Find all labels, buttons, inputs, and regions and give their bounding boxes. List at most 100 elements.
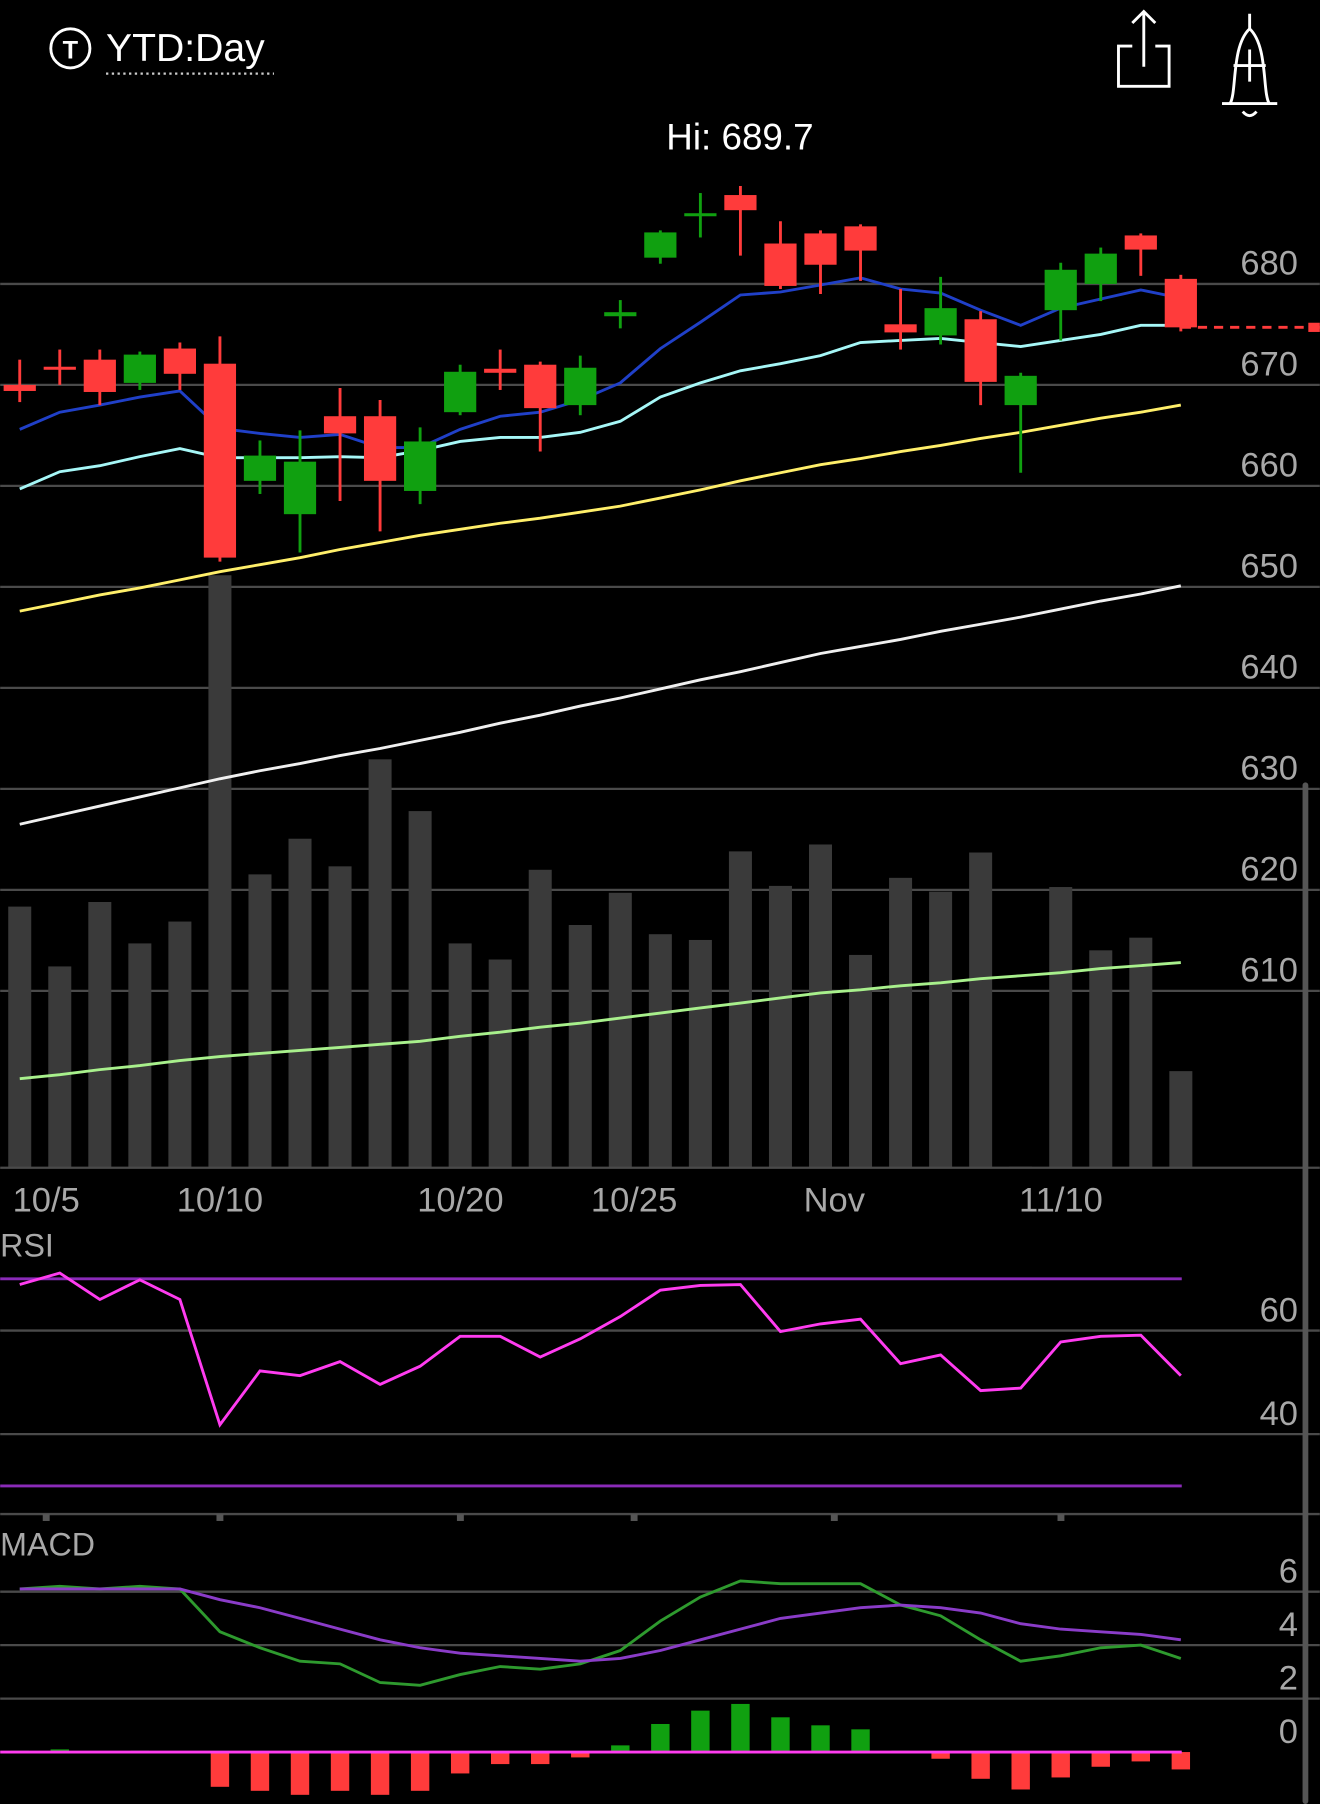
candle-body [323, 416, 357, 434]
y-tick-label: 2 [1279, 1659, 1298, 1697]
y-tick-label: 620 [1240, 851, 1298, 889]
histogram-bar [1091, 1752, 1110, 1767]
high-label: Hi: 689.7 [666, 117, 813, 158]
candle-body [363, 416, 397, 481]
x-tick [42, 1514, 50, 1521]
macd-line [19, 1587, 1182, 1663]
volume-bar [608, 892, 632, 1168]
x-tick [830, 1514, 838, 1521]
candle-body [3, 384, 36, 391]
volume-bar [568, 925, 592, 1168]
candle-body [764, 243, 797, 286]
y-tick-label: 4 [1279, 1606, 1298, 1644]
moving-average [19, 403, 1182, 613]
volume-bar [1089, 950, 1113, 1168]
y-tick-label: 660 [1240, 447, 1298, 485]
histogram-bar [731, 1703, 750, 1753]
x-tick-label: 10/25 [591, 1181, 677, 1219]
histogram-bar [490, 1752, 510, 1765]
volume-bar [528, 869, 552, 1168]
histogram-bar [450, 1752, 470, 1774]
share-button[interactable] [1117, 9, 1171, 88]
candle-body [1004, 375, 1037, 406]
rsi-line [19, 1271, 1182, 1428]
x-tick [1057, 1514, 1065, 1521]
scrollbar[interactable] [1302, 782, 1309, 1804]
candle-body [524, 364, 557, 409]
last-price-tag [1308, 322, 1320, 332]
volume-bar [488, 959, 512, 1168]
volume-bar [408, 811, 432, 1168]
volume-bar [1049, 887, 1073, 1168]
timeframe-selector[interactable]: T YTD:Day [49, 27, 275, 75]
bell-plus [1233, 13, 1266, 118]
volume-bar [929, 891, 953, 1168]
candle-body [1164, 278, 1197, 328]
volume-bar [1129, 937, 1153, 1168]
histogram-bar [691, 1710, 710, 1753]
histogram-bar [1131, 1752, 1151, 1762]
y-tick-label: 60 [1260, 1291, 1298, 1329]
candle-body [83, 359, 116, 392]
volume-bar [48, 966, 72, 1168]
candle-body [1124, 235, 1157, 250]
candle-body [924, 308, 957, 336]
y-tick-label: 40 [1260, 1395, 1298, 1433]
x-tick [216, 1514, 224, 1521]
histogram-bar [971, 1752, 990, 1779]
volume-bar [728, 851, 752, 1168]
badge-circle [49, 27, 92, 70]
x-tick-label: 11/10 [1019, 1181, 1103, 1219]
volume-bar [328, 866, 352, 1168]
volume-bar [768, 885, 792, 1168]
volume-bar [808, 844, 833, 1168]
y-tick-label: 680 [1240, 245, 1298, 283]
candle-body [484, 368, 517, 373]
x-tick-label: 10/5 [13, 1181, 80, 1219]
volume-bar [128, 943, 152, 1168]
histogram-bar [330, 1752, 350, 1791]
volume-bar [688, 939, 712, 1168]
volume-bar [648, 934, 672, 1168]
candle-body [123, 354, 156, 383]
moving-average [19, 584, 1182, 826]
histogram-bar [1051, 1752, 1070, 1778]
volume-bar [88, 902, 112, 1168]
candle-body [684, 213, 717, 217]
timeframe-title: YTD:Day [106, 27, 265, 70]
y-tick-label: 0 [1279, 1713, 1298, 1751]
histogram-bar [571, 1752, 590, 1758]
histogram-bar [370, 1752, 390, 1795]
histogram-bar [1011, 1752, 1030, 1790]
alert-button[interactable] [1222, 13, 1278, 118]
panel-label: RSI [0, 1227, 54, 1263]
x-tick [456, 1514, 464, 1521]
volume-bar [368, 759, 392, 1168]
volume-bar [849, 954, 873, 1168]
histogram-bar [1171, 1752, 1191, 1770]
share-box [1117, 44, 1171, 88]
histogram-bar [811, 1725, 830, 1753]
candle-body [243, 455, 277, 481]
histogram-bar [851, 1729, 870, 1753]
y-tick-label: 650 [1240, 548, 1298, 586]
candle-body [884, 324, 917, 333]
panel-label: MACD [0, 1526, 95, 1562]
candle-body [604, 312, 637, 317]
histogram-bar [250, 1752, 270, 1791]
candle-body [43, 366, 76, 370]
x-tick-label: 10/10 [177, 1181, 263, 1219]
candle-body [804, 233, 837, 265]
y-tick-label: 610 [1240, 952, 1298, 990]
x-tick-label: 10/20 [417, 1181, 503, 1219]
candle-body [1044, 269, 1077, 311]
volume-bar [248, 874, 272, 1168]
x-tick [630, 1514, 638, 1521]
candle-body [283, 461, 317, 515]
histogram-bar [290, 1752, 310, 1795]
histogram-bar [210, 1752, 230, 1787]
candle-body [644, 232, 677, 258]
bell [1222, 26, 1278, 105]
